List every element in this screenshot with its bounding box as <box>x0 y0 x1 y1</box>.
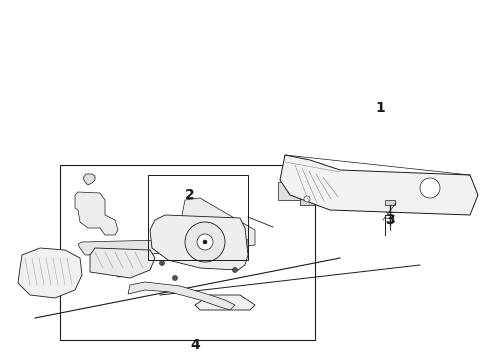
Polygon shape <box>83 174 95 185</box>
Text: 4: 4 <box>190 338 200 352</box>
Circle shape <box>304 196 310 202</box>
Polygon shape <box>75 192 118 235</box>
Bar <box>385 200 395 205</box>
Polygon shape <box>112 262 135 277</box>
Text: 1: 1 <box>375 101 385 115</box>
Circle shape <box>160 261 165 266</box>
Bar <box>60 165 315 340</box>
Polygon shape <box>128 282 235 310</box>
Polygon shape <box>195 295 255 310</box>
Circle shape <box>172 275 177 280</box>
Polygon shape <box>280 155 478 215</box>
Polygon shape <box>18 248 82 298</box>
Bar <box>148 175 248 260</box>
Polygon shape <box>180 198 255 250</box>
Circle shape <box>420 178 440 198</box>
Bar <box>278 182 300 200</box>
Text: 3: 3 <box>385 213 394 227</box>
Circle shape <box>232 267 238 273</box>
Bar <box>300 191 314 205</box>
Circle shape <box>197 234 213 250</box>
Text: 2: 2 <box>185 188 195 202</box>
Polygon shape <box>150 215 248 270</box>
Circle shape <box>185 222 225 262</box>
Circle shape <box>203 240 207 244</box>
Polygon shape <box>78 238 248 255</box>
Polygon shape <box>90 248 155 278</box>
